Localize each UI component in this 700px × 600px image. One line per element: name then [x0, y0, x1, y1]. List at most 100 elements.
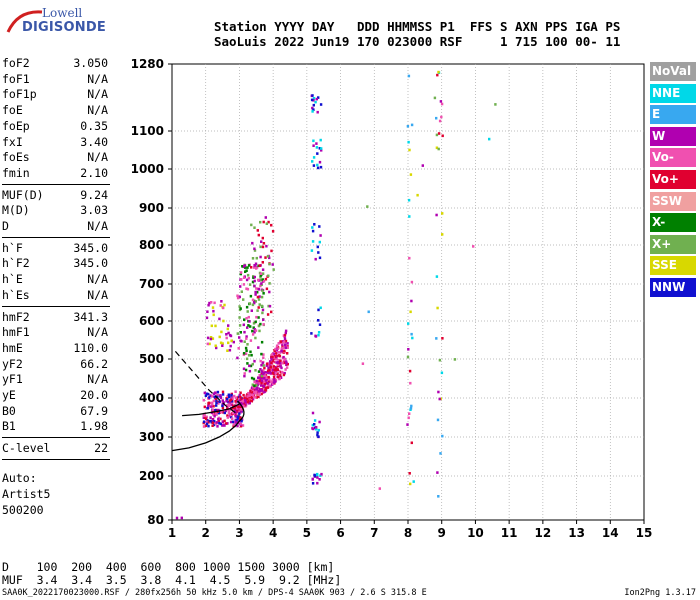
echo-point: [227, 324, 230, 327]
echo-point: [278, 370, 281, 373]
echo-point: [221, 411, 225, 414]
echo-point: [319, 474, 322, 477]
echo-point: [243, 396, 247, 400]
echo-point: [255, 381, 258, 385]
echo-point: [263, 374, 266, 377]
echo-point: [311, 477, 314, 481]
echo-point: [311, 160, 314, 163]
echo-point: [312, 108, 315, 111]
echo-point: [316, 431, 319, 434]
echo-point: [250, 353, 253, 357]
legend-item-vo-: Vo-: [650, 148, 696, 168]
echo-point: [274, 352, 277, 355]
echo-point: [271, 381, 274, 384]
echo-point: [236, 415, 239, 419]
legend-item-noval: NoVal: [650, 62, 696, 81]
echo-point: [220, 300, 223, 303]
echo-point: [265, 222, 268, 225]
echo-point: [242, 323, 245, 327]
echo-point: [313, 423, 316, 426]
x-tick-label: 3: [235, 526, 243, 540]
echo-point: [242, 404, 245, 408]
param-value: 341.3: [73, 309, 108, 324]
autoscale-line: 500200: [2, 502, 44, 517]
echo-point: [233, 409, 237, 413]
echo-point: [229, 420, 233, 424]
echo-point: [243, 340, 246, 343]
echo-point: [226, 414, 229, 417]
echo-point: [314, 257, 317, 261]
echo-point: [275, 361, 278, 364]
echo-point: [231, 420, 235, 424]
echo-point: [267, 384, 270, 387]
echo-point: [310, 98, 314, 102]
echo-point: [236, 332, 239, 335]
echo-point: [220, 410, 223, 414]
echo-point: [255, 384, 258, 387]
echo-point: [435, 337, 438, 340]
echo-point: [217, 419, 220, 422]
echo-point: [203, 405, 206, 409]
echo-point: [314, 334, 317, 338]
echo-point: [207, 404, 210, 407]
echo-point: [249, 350, 252, 354]
echo-point: [260, 352, 263, 356]
echo-point: [204, 417, 208, 420]
header-row1: Station YYYY DAY DDD HHMMSS P1 FFS S AXN…: [214, 19, 621, 34]
echo-point: [249, 399, 253, 402]
echo-point: [202, 416, 205, 419]
echo-point: [225, 422, 228, 425]
echo-point: [221, 344, 224, 347]
param-value: 67.9: [80, 403, 108, 418]
echo-point: [256, 290, 259, 294]
echo-point: [251, 329, 254, 333]
echo-point: [256, 383, 259, 387]
echo-point: [239, 424, 243, 428]
echo-point: [437, 147, 440, 151]
echo-point: [264, 379, 268, 382]
echo-point: [215, 411, 218, 415]
echo-cluster-3: [250, 216, 275, 316]
echo-point: [407, 322, 410, 325]
echo-point: [262, 318, 265, 321]
station-header: Station YYYY DAY DDD HHMMSS P1 FFS S AXN…: [214, 19, 621, 49]
echo-point: [212, 309, 215, 313]
y-tick-label: 300: [139, 430, 164, 444]
echo-point: [271, 230, 275, 233]
echo-point: [410, 123, 414, 127]
echo-point: [261, 311, 264, 315]
echo-point: [208, 342, 211, 346]
legend-item-ssw: SSW: [650, 191, 696, 211]
echo-point: [244, 270, 247, 273]
echo-point: [316, 152, 319, 155]
echo-point: [257, 388, 260, 391]
echo-point: [268, 304, 272, 308]
param-label: foE: [2, 103, 23, 118]
echo-point: [286, 352, 289, 355]
echo-point: [251, 362, 254, 366]
echo-point: [251, 383, 254, 387]
echo-point: [211, 418, 215, 421]
echo-point: [237, 405, 240, 409]
echo-point: [213, 301, 216, 305]
echo-point: [265, 287, 269, 291]
echo-point: [265, 364, 268, 367]
echo-point: [236, 407, 239, 410]
echo-point: [320, 149, 323, 152]
echo-point: [219, 422, 222, 426]
param-row: foEp 0.35: [2, 119, 108, 135]
echo-point: [247, 276, 250, 280]
echo-point: [221, 399, 224, 402]
echo-point: [311, 226, 314, 229]
echo-point: [311, 240, 315, 243]
echo-point: [286, 346, 289, 349]
param-row: foF2 3.050: [2, 56, 108, 72]
legend-item-sse: SSE: [650, 256, 696, 276]
echo-point: [285, 361, 288, 365]
echo-point: [260, 295, 264, 299]
echo-point: [210, 405, 213, 408]
echo-point: [257, 382, 261, 385]
echo-point: [222, 401, 225, 404]
echo-point: [238, 336, 241, 339]
echo-point: [231, 397, 234, 400]
